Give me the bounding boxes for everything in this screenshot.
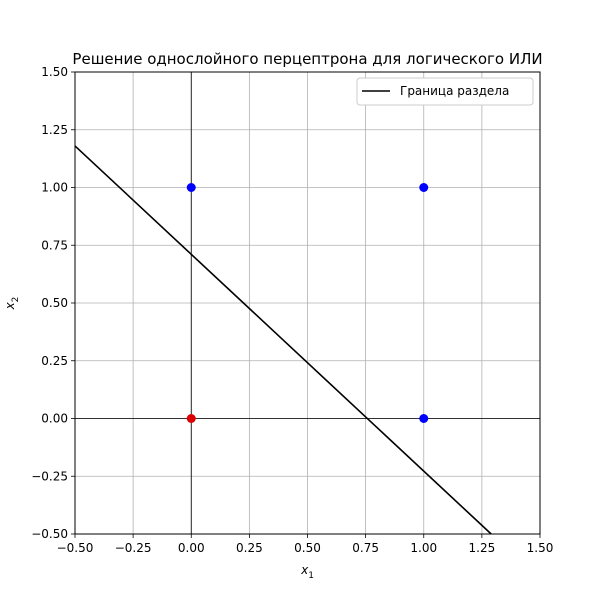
- x-tick-label: −0.50: [57, 541, 94, 555]
- y-tick-label: 0.25: [41, 354, 68, 368]
- y-tick-label: 0.75: [41, 238, 68, 252]
- decision-boundary-line: [74, 145, 492, 535]
- y-tick-label: 0.00: [41, 412, 68, 426]
- x-tick-label: 1.00: [410, 541, 437, 555]
- grid: [74, 71, 541, 535]
- zero-lines: [75, 72, 540, 534]
- x-tick-label: 0.00: [178, 541, 205, 555]
- x-tick-label: 0.50: [294, 541, 321, 555]
- x-tick-label: 0.75: [352, 541, 379, 555]
- x-tick-label: 0.25: [236, 541, 263, 555]
- y-axis-label: x2: [3, 297, 21, 311]
- legend-box: [356, 77, 534, 106]
- y-tick-label: 0.50: [41, 296, 68, 310]
- x-tick-label: −0.25: [115, 541, 152, 555]
- y-tick-label: 1.50: [41, 65, 68, 79]
- y-tick-label: −0.25: [31, 469, 68, 483]
- legend: Граница раздела: [356, 77, 534, 106]
- boundary-layer: [74, 145, 492, 535]
- x-tick-label: 1.50: [527, 541, 554, 555]
- x-tick-label: 1.25: [469, 541, 496, 555]
- data-point: [186, 414, 196, 423]
- y-tick-label: 1.25: [41, 123, 68, 137]
- legend-label: Граница раздела: [400, 84, 509, 98]
- y-tick-label: 1.00: [41, 181, 68, 195]
- data-point: [419, 414, 429, 423]
- ticks: −0.50 −0.25 0.00 0.25 0.50 0.75 1.00 1.25 1.50 −0…: [31, 65, 553, 555]
- y-tick-label: −0.50: [31, 527, 68, 541]
- data-point: [186, 183, 196, 192]
- points-layer: [186, 183, 429, 423]
- x-axis-label: x1: [300, 563, 314, 581]
- chart-title: Решение однослойного перцептрона для лог…: [72, 50, 542, 68]
- data-point: [419, 183, 429, 192]
